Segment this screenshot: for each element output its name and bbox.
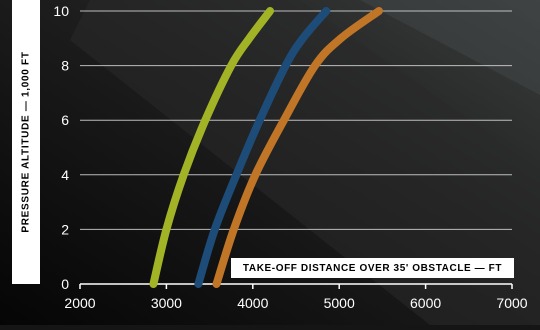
- x-tick-label: 6000: [410, 295, 441, 311]
- y-axis-label-box: [12, 0, 40, 284]
- y-tick-label: 8: [61, 58, 69, 74]
- x-tick-label: 5000: [324, 295, 355, 311]
- series-line: [212, 7, 383, 288]
- y-tick-label: 10: [53, 3, 69, 19]
- y-tick-label: 6: [61, 112, 69, 128]
- y-tick-label: 0: [61, 276, 69, 292]
- y-tick-label: 4: [61, 167, 69, 183]
- x-tick-label: 3000: [151, 295, 182, 311]
- series-line: [194, 7, 331, 288]
- y-tick-label: 2: [61, 221, 69, 237]
- background-stripe: [360, 0, 540, 95]
- series-line: [149, 7, 275, 288]
- x-tick-label: 7000: [496, 295, 527, 311]
- x-tick-label: 2000: [64, 295, 95, 311]
- x-axis-label: TAKE-OFF DISTANCE OVER 35' OBSTACLE — FT: [242, 262, 503, 274]
- x-axis-label-box: TAKE-OFF DISTANCE OVER 35' OBSTACLE — FT: [231, 258, 514, 278]
- x-tick-label: 4000: [237, 295, 268, 311]
- background-stripe: [70, 0, 540, 325]
- y-axis-label: PRESSURE ALTITUDE — 1,000 FT: [20, 51, 32, 233]
